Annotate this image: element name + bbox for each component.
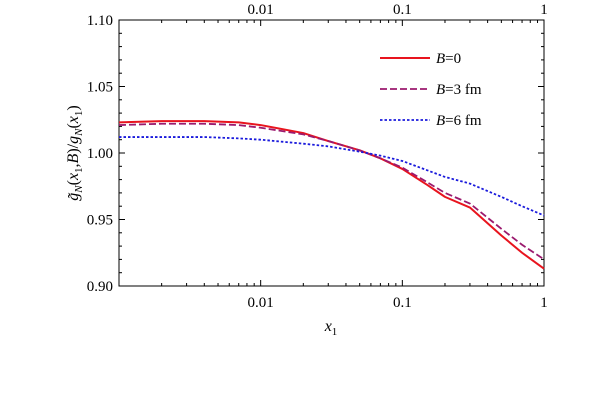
tick-labels: 0.90 0.95 1.00 1.05 1.10 0.01 0.01 0.1 0.1 1 1 — [87, 2, 548, 311]
x-axis-title: x1 — [324, 318, 338, 338]
x-tick-label-top: 1 — [540, 2, 548, 18]
y-axis-title: g̃N(x1,B)/gN(x1) — [65, 105, 85, 200]
y-tick-label: 1.05 — [87, 80, 113, 96]
axis-titles: x1 g̃N(x1,B)/gN(x1) — [65, 105, 337, 338]
legend-label-2: B=3 fm — [436, 82, 482, 98]
series-group — [118, 120, 545, 270]
x-tick-label-bottom: 0.01 — [248, 295, 274, 311]
y-tick-label: 1.10 — [87, 13, 113, 29]
x-tick-label-bottom: 1 — [540, 295, 548, 311]
legend: B=0 B=3 fm B=6 fm — [380, 51, 482, 129]
legend-label-3: B=6 fm — [436, 113, 482, 129]
x-tick-label-top: 0.01 — [248, 2, 274, 18]
series-line-2 — [118, 122, 545, 261]
y-tick-label: 0.90 — [87, 279, 113, 295]
ticks — [119, 19, 545, 287]
y-tick-label: 0.95 — [87, 213, 113, 229]
series-line-1 — [118, 120, 545, 270]
legend-label-1: B=0 — [436, 51, 461, 67]
y-tick-label: 1.00 — [87, 146, 113, 162]
x-tick-label-bottom: 0.1 — [393, 295, 412, 311]
series-line-3 — [119, 136, 545, 217]
x-tick-label-top: 0.1 — [393, 2, 412, 18]
plot-frame — [118, 19, 545, 287]
